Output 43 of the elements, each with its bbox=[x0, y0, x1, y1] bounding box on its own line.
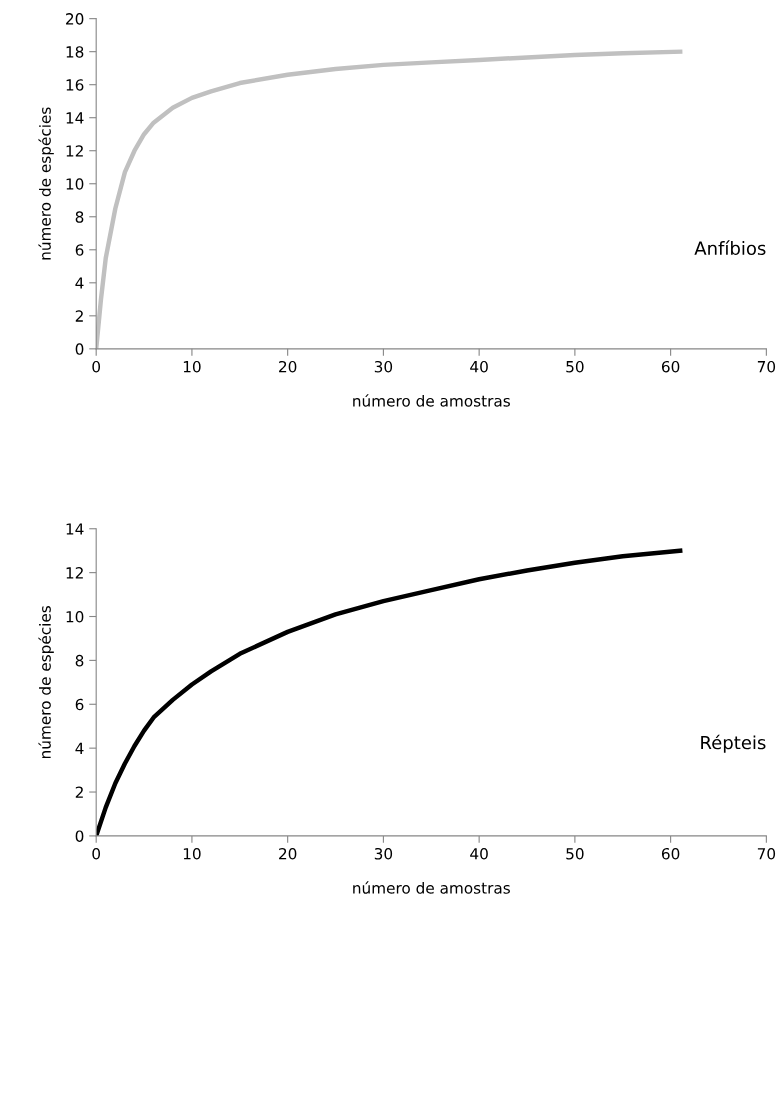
y-tick-label: 14 bbox=[66, 523, 84, 535]
annotation: Anfíbios bbox=[694, 240, 766, 256]
y-tick-label: 6 bbox=[75, 698, 84, 711]
annotation: Répteis bbox=[701, 734, 766, 753]
x-tick-label: 40 bbox=[470, 360, 488, 373]
y-tick-label: 0 bbox=[75, 343, 84, 355]
line-series bbox=[96, 548, 683, 836]
y-tick-label: 14 bbox=[66, 112, 84, 124]
y-tick-label: 6 bbox=[75, 244, 84, 256]
x-tick-label: 40 bbox=[470, 847, 488, 860]
y-tick-label: 20 bbox=[66, 13, 84, 25]
x-tick-label: 60 bbox=[661, 847, 680, 860]
x-tick-label: 70 bbox=[757, 360, 776, 373]
y-tick-label: 2 bbox=[75, 786, 83, 798]
y-axis-title: número de espécies bbox=[38, 107, 54, 260]
y-tick-label: 12 bbox=[66, 145, 83, 157]
y-tick-label: 0 bbox=[75, 830, 84, 842]
x-tick-label: 20 bbox=[279, 360, 297, 373]
x-tick-label: 70 bbox=[757, 847, 776, 860]
y-tick-label: 16 bbox=[66, 79, 84, 91]
x-tick-label: 60 bbox=[661, 360, 680, 373]
x-tick-label: 10 bbox=[183, 360, 201, 373]
x-tick-label: 20 bbox=[279, 847, 297, 860]
y-tick-label: 8 bbox=[75, 211, 84, 223]
y-tick-label: 8 bbox=[75, 654, 84, 667]
x-tick-label: 10 bbox=[183, 847, 201, 860]
x-tick-label: 50 bbox=[566, 847, 584, 860]
y-tick-label: 10 bbox=[66, 178, 84, 190]
x-tick-label: 0 bbox=[92, 360, 101, 373]
x-tick-label: 30 bbox=[374, 847, 393, 860]
y-tick-label: 10 bbox=[66, 610, 84, 623]
x-tick-label: 0 bbox=[92, 847, 101, 860]
y-tick-label: 18 bbox=[66, 46, 84, 58]
x-axis-title: número de amostras bbox=[353, 394, 510, 407]
y-tick-label: 4 bbox=[75, 277, 84, 289]
line-series bbox=[96, 49, 683, 349]
x-tick-label: 50 bbox=[566, 360, 584, 373]
x-axis-title: número de amostras bbox=[353, 881, 510, 894]
y-axis-title: número de espécies bbox=[38, 605, 54, 759]
y-tick-label: 2 bbox=[75, 310, 83, 322]
x-tick-label: 30 bbox=[374, 360, 393, 373]
y-tick-label: 12 bbox=[66, 567, 83, 579]
y-tick-label: 4 bbox=[75, 742, 84, 754]
